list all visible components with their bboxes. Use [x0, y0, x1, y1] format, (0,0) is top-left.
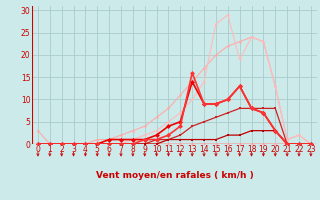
X-axis label: Vent moyen/en rafales ( km/h ): Vent moyen/en rafales ( km/h ) [96, 171, 253, 180]
